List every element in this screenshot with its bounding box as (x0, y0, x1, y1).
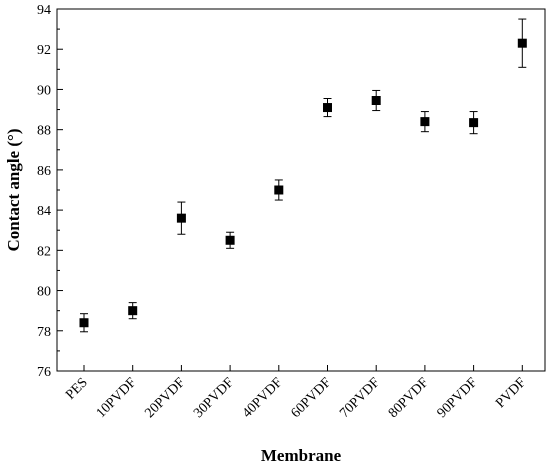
x-tick-label: 10PVDF (94, 375, 140, 421)
x-axis-ticks: PES 10PVDF 20PVDF 30PVDF 40PVDF 60PVDF 70PVDF 8… (63, 365, 529, 421)
x-tick-label: 20PVDF (142, 375, 188, 421)
data-point-20pvdf (176, 201, 186, 235)
y-tick-label: 88 (37, 124, 51, 139)
x-tick-label: 90PVDF (435, 375, 481, 421)
x-tick-label: 60PVDF (289, 375, 335, 421)
x-tick-label: PES (63, 375, 91, 403)
square-marker (176, 213, 186, 223)
x-tick-label: 40PVDF (240, 375, 286, 421)
y-axis-ticks: 76 78 80 82 84 86 88 90 92 94 (37, 3, 63, 380)
y-tick-label: 82 (37, 244, 51, 259)
y-tick-label: 80 (37, 285, 51, 300)
data-point-40pvdf (274, 179, 284, 201)
y-tick-label: 78 (37, 325, 51, 340)
data-point-90pvdf (469, 111, 479, 135)
data-point-80pvdf (420, 111, 430, 133)
data-points (79, 18, 527, 333)
square-marker (225, 235, 235, 245)
x-tick-label: 80PVDF (386, 375, 432, 421)
square-marker (128, 306, 138, 316)
data-point-pes (79, 313, 89, 333)
data-point-60pvdf (323, 97, 332, 118)
square-marker (323, 103, 332, 113)
y-tick-label: 90 (37, 83, 51, 98)
data-point-70pvdf (371, 89, 381, 112)
x-axis-title: Membrane (261, 446, 342, 464)
y-tick-label: 76 (37, 365, 51, 380)
square-marker (420, 117, 430, 127)
square-marker (371, 96, 381, 106)
square-marker (469, 118, 479, 128)
square-marker (517, 38, 527, 48)
square-marker (274, 185, 284, 195)
data-point-pvdf (517, 18, 527, 68)
y-axis-title: Contact angle (°) (4, 129, 23, 252)
y-tick-label: 92 (37, 43, 51, 58)
square-marker (79, 318, 89, 328)
y-tick-label: 94 (37, 3, 51, 18)
data-point-10pvdf (128, 302, 138, 320)
y-tick-label: 84 (37, 204, 51, 219)
x-tick-label: 30PVDF (191, 375, 237, 421)
x-tick-label: PVDF (493, 375, 529, 411)
data-point-30pvdf (225, 231, 235, 249)
x-tick-label: 70PVDF (337, 375, 383, 421)
plot-frame (56, 8, 546, 372)
y-tick-label: 86 (37, 164, 51, 179)
